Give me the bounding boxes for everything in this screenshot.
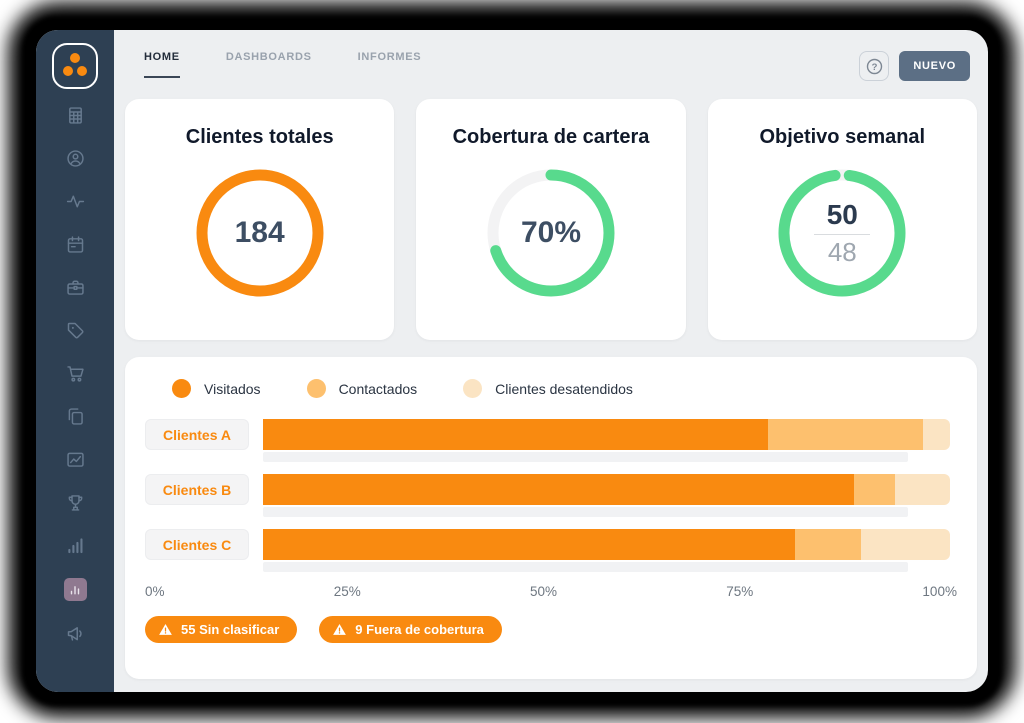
main-content: HOME DASHBOARDS INFORMES ? NUEVO Clientes … [114,30,988,692]
chart-row: Clientes C [145,529,957,572]
bar-track-shadow [263,562,909,572]
alert-badge[interactable]: 55 Sin clasificar [145,616,298,643]
tab-home[interactable]: HOME [144,51,180,78]
legend-dot [463,379,483,398]
kpi-target: 50 [826,199,858,231]
legend-label: Contactados [338,380,418,397]
kpi-value: 70% [520,216,581,249]
logo-dot [76,65,87,76]
bar-segment [795,529,861,560]
card-title: Cobertura de cartera [452,126,650,148]
tab-dashboards[interactable]: DASHBOARDS [225,51,312,63]
sidebar-megaphone-icon[interactable] [65,623,86,644]
category-chip[interactable]: Clientes A [145,419,249,450]
sidebar-copy-icon[interactable] [65,406,86,427]
legend-dot [306,379,326,398]
help-button[interactable]: ? [859,51,890,81]
sidebar-bar-chart-badge-icon[interactable] [63,578,87,601]
sidebar [36,30,114,692]
stacked-bar [263,529,951,560]
sidebar-calendar-icon[interactable] [65,234,86,255]
sidebar-tag-icon[interactable] [65,320,86,341]
kpi-achieved: 48 [827,236,857,267]
kpi-card-objetivo: Objetivo semanal 50 48 [707,99,977,340]
card-title: Clientes totales [185,126,334,148]
donut-ring-svg [487,169,615,297]
badge-label: 55 Sin clasificar [181,622,280,637]
chart-legend: Visitados Contactados Clientes desatendido… [172,379,957,398]
card-title: Objetivo semanal [759,126,926,148]
header-actions: ? NUEVO [859,51,970,81]
bar-segment [860,529,951,560]
svg-text:?: ? [871,62,877,73]
donut-ring: 50 48 [771,162,913,304]
tabs: HOME DASHBOARDS INFORMES [144,51,421,78]
bar-segment [263,474,854,505]
x-axis-tick: 50% [529,584,557,599]
stacked-bar [263,419,951,450]
bar-area [263,419,957,462]
bar-area [263,474,957,517]
sidebar-trophy-icon[interactable] [65,492,86,513]
sidebar-nav [63,105,87,644]
donut-ring-svg [778,169,906,297]
chart-row: Clientes A [145,419,957,462]
kpi-cards: Clientes totales 184 Cobertura de carter… [114,96,988,340]
bar-segment [263,419,768,450]
app-window: HOME DASHBOARDS INFORMES ? NUEVO Clientes … [36,30,988,692]
legend-dot [172,379,191,398]
x-axis-tick: 75% [726,584,754,599]
sidebar-user-icon[interactable] [65,148,86,169]
bar-area [263,529,957,572]
bar-segment [853,474,896,505]
bar-segment [767,419,923,450]
kpi-fraction: 50 48 [771,162,913,304]
warning-triangle-icon [158,622,173,637]
donut-ring: 70% [480,162,622,304]
category-chip[interactable]: Clientes B [145,474,249,505]
sidebar-activity-icon[interactable] [65,191,86,212]
bar-segment [263,529,796,560]
sidebar-cart-icon[interactable] [65,363,86,384]
chart-row: Clientes B [145,474,957,517]
kpi-card-cobertura: Cobertura de cartera 70% [416,99,686,340]
donut-ring: 184 [189,162,331,304]
legend-item: Contactados [306,379,418,398]
bar-segment [922,419,951,450]
bar-segment [895,474,951,505]
legend-item: Clientes desatendidos [463,379,633,398]
clients-chart-panel: Visitados Contactados Clientes desatendido… [125,357,977,679]
chart-rows: Clientes A Clientes B Clientes C [145,419,957,572]
sidebar-spreadsheet-icon[interactable] [65,105,86,126]
logo-dot [62,65,73,76]
category-chip[interactable]: Clientes C [145,529,249,560]
x-axis-tick: 0% [145,584,165,599]
kpi-value: 184 [234,216,285,249]
legend-label: Visitados [204,380,261,397]
kpi-card-clientes-totales: Clientes totales 184 [125,99,395,340]
donut-ring-svg [196,169,324,297]
badge-label: 9 Fuera de cobertura [355,622,484,637]
sidebar-chart-frame-icon[interactable] [65,449,86,470]
new-button[interactable]: NUEVO [899,51,970,81]
tab-informes[interactable]: INFORMES [357,51,422,63]
sidebar-briefcase-icon[interactable] [65,277,86,298]
x-axis-tick: 25% [333,584,361,599]
bar-track-shadow [263,507,909,517]
sidebar-bar-chart-icon[interactable] [65,535,86,556]
legend-item: Visitados [172,379,261,398]
stacked-bar [263,474,951,505]
header: HOME DASHBOARDS INFORMES ? NUEVO [114,30,988,96]
x-axis-tick: 100% [922,584,957,599]
logo-dot [69,53,80,63]
question-mark-icon: ? [866,58,883,74]
alert-badges: 55 Sin clasificar 9 Fuera de cobertura [145,616,957,643]
bar-track-shadow [263,452,909,462]
warning-triangle-icon [332,622,347,637]
x-axis: 0% 25% 50% 75% 100% [145,584,957,599]
fraction-divider [814,233,871,235]
app-logo[interactable] [52,43,98,89]
alert-badge[interactable]: 9 Fuera de cobertura [319,616,502,643]
legend-label: Clientes desatendidos [495,380,633,397]
